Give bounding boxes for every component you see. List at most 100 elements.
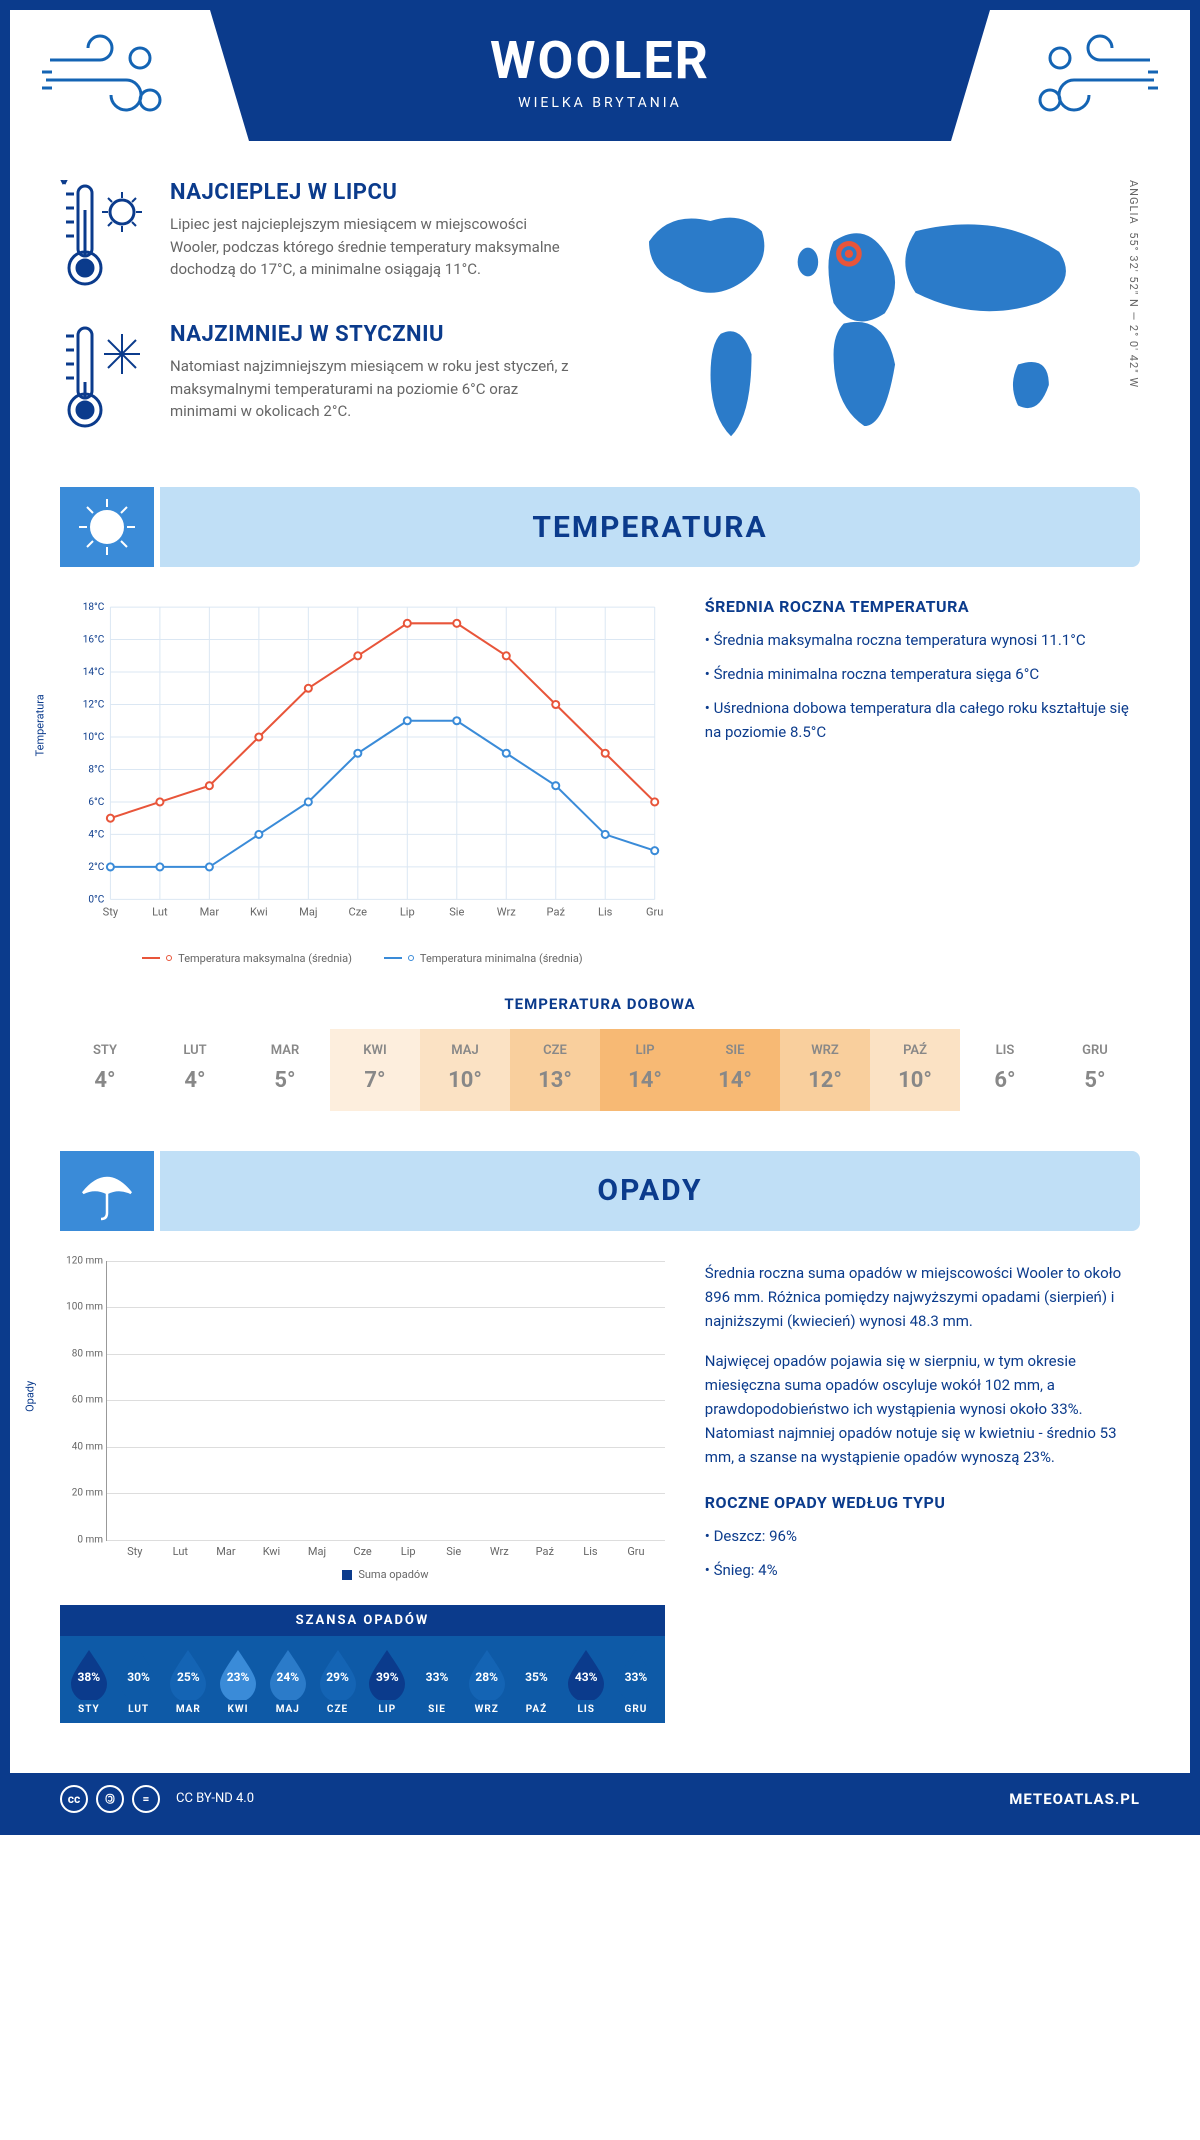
svg-text:4°C: 4°C xyxy=(88,829,104,840)
chance-cell: 38% STY xyxy=(64,1648,114,1715)
brand-label: METEOATLAS.PL xyxy=(1009,1790,1140,1808)
daily-temperature-strip: TEMPERATURA DOBOWA STY4° LUT4° MAR5° KWI… xyxy=(10,985,1190,1151)
svg-text:16°C: 16°C xyxy=(83,635,105,646)
chance-cell: 33% GRU xyxy=(611,1648,661,1715)
precip-body: Opady 120 mm100 mm80 mm60 mm40 mm20 mm0 … xyxy=(10,1231,1190,1743)
temperature-line-chart: Temperatura 0°C2°C4°C6°C8°C10°C12°C14°C1… xyxy=(60,597,665,965)
legend-item: Temperatura minimalna (średnia) xyxy=(384,952,583,965)
fact-warmest: NAJCIEPLEJ W LIPCU Lipiec jest najcieple… xyxy=(60,180,578,294)
raindrop-icon: 30% xyxy=(117,1648,161,1700)
precip-section-header: OPADY xyxy=(10,1151,1190,1231)
fact-cold-text: Natomiast najzimniejszym miesiącem w rok… xyxy=(170,355,578,423)
temperature-section-header: TEMPERATURA xyxy=(10,487,1190,567)
svg-text:Sie: Sie xyxy=(449,906,464,919)
raindrop-icon: 39% xyxy=(365,1648,409,1700)
temperature-body: Temperatura 0°C2°C4°C6°C8°C10°C12°C14°C1… xyxy=(10,567,1190,985)
daily-temp-cell: PAŹ10° xyxy=(870,1029,960,1111)
daily-temp-cell: GRU5° xyxy=(1050,1029,1140,1111)
thermometer-sun-icon xyxy=(60,180,150,294)
annual-bullet: • Średnia minimalna roczna temperatura s… xyxy=(705,662,1140,686)
daily-temp-cell: STY4° xyxy=(60,1029,150,1111)
chance-cell: 24% MAJ xyxy=(263,1648,313,1715)
svg-text:Lut: Lut xyxy=(152,906,168,919)
daily-temp-cell: WRZ12° xyxy=(780,1029,870,1111)
svg-text:14°C: 14°C xyxy=(83,667,105,678)
svg-text:0°C: 0°C xyxy=(88,894,104,905)
daily-temp-cell: MAR5° xyxy=(240,1029,330,1111)
coordinates-label: ANGLIA 55° 32' 52" N — 2° 0' 42" W xyxy=(1127,180,1140,388)
precip-bar-chart: Opady 120 mm100 mm80 mm60 mm40 mm20 mm0 … xyxy=(60,1261,665,1581)
svg-text:Gru: Gru xyxy=(646,906,663,919)
raindrop-icon: 28% xyxy=(465,1648,509,1700)
temperature-title: TEMPERATURA xyxy=(532,510,767,545)
chance-cell: 29% CZE xyxy=(313,1648,363,1715)
precip-type-item: • Śnieg: 4% xyxy=(705,1558,1140,1582)
raindrop-icon: 23% xyxy=(216,1648,260,1700)
chance-cell: 35% PAŹ xyxy=(512,1648,562,1715)
svg-text:12°C: 12°C xyxy=(83,700,105,711)
daily-temp-cell: LUT4° xyxy=(150,1029,240,1111)
location-title: WOOLER xyxy=(250,30,950,91)
infographic-frame: WOOLER WIELKA BRYTANIA xyxy=(0,0,1200,1835)
temperature-summary: ŚREDNIA ROCZNA TEMPERATURA • Średnia mak… xyxy=(705,597,1140,965)
precip-summary: Średnia roczna suma opadów w miejscowośc… xyxy=(705,1261,1140,1723)
raindrop-icon: 38% xyxy=(67,1648,111,1700)
chance-cell: 33% SIE xyxy=(412,1648,462,1715)
chance-cell: 39% LIP xyxy=(362,1648,412,1715)
location-country: WIELKA BRYTANIA xyxy=(250,95,950,111)
chance-cell: 30% LUT xyxy=(114,1648,164,1715)
precip-title: OPADY xyxy=(597,1173,702,1208)
daily-temp-cell: LIP14° xyxy=(600,1029,690,1111)
raindrop-icon: 29% xyxy=(316,1648,360,1700)
fact-warm-text: Lipiec jest najcieplejszym miesiącem w m… xyxy=(170,213,578,281)
header: WOOLER WIELKA BRYTANIA xyxy=(10,10,1190,150)
daily-temp-cell: LIS6° xyxy=(960,1029,1050,1111)
svg-text:Wrz: Wrz xyxy=(497,906,516,919)
daily-temp-cell: CZE13° xyxy=(510,1029,600,1111)
raindrop-icon: 43% xyxy=(564,1648,608,1700)
daily-temp-cell: SIE14° xyxy=(690,1029,780,1111)
raindrop-icon: 24% xyxy=(266,1648,310,1700)
chance-cell: 23% KWI xyxy=(213,1648,263,1715)
svg-text:18°C: 18°C xyxy=(83,602,105,613)
svg-text:Paź: Paź xyxy=(547,906,566,919)
svg-text:Cze: Cze xyxy=(349,906,368,919)
svg-text:10°C: 10°C xyxy=(83,732,105,743)
svg-text:8°C: 8°C xyxy=(88,765,104,776)
svg-text:6°C: 6°C xyxy=(88,797,104,808)
precip-chance-panel: SZANSA OPADÓW 38% STY 30% LUT 25% MAR 23… xyxy=(60,1605,665,1723)
svg-text:Kwi: Kwi xyxy=(250,906,268,919)
wind-icon-right xyxy=(990,10,1190,154)
raindrop-icon: 33% xyxy=(614,1648,658,1700)
precip-type-item: • Deszcz: 96% xyxy=(705,1524,1140,1548)
daily-temp-cell: MAJ10° xyxy=(420,1029,510,1111)
title-banner: WOOLER WIELKA BRYTANIA xyxy=(210,10,990,141)
intro-section: NAJCIEPLEJ W LIPCU Lipiec jest najcieple… xyxy=(10,150,1190,487)
svg-text:Lis: Lis xyxy=(598,906,613,919)
footer: cc🄯= CC BY-ND 4.0 METEOATLAS.PL xyxy=(10,1773,1190,1825)
annual-bullet: • Średnia maksymalna roczna temperatura … xyxy=(705,628,1140,652)
thermometer-snow-icon xyxy=(60,322,150,436)
umbrella-icon xyxy=(60,1151,160,1231)
svg-text:2°C: 2°C xyxy=(88,862,104,873)
chance-cell: 25% MAR xyxy=(163,1648,213,1715)
legend-item: Temperatura maksymalna (średnia) xyxy=(142,952,352,965)
fact-warm-title: NAJCIEPLEJ W LIPCU xyxy=(170,180,578,205)
svg-text:Maj: Maj xyxy=(299,906,317,919)
wind-icon-left xyxy=(10,10,210,154)
svg-text:Sty: Sty xyxy=(103,906,119,919)
license-icons: cc🄯= CC BY-ND 4.0 xyxy=(60,1785,254,1813)
svg-text:Lip: Lip xyxy=(400,906,415,919)
sun-icon xyxy=(60,487,160,567)
annual-bullet: • Uśredniona dobowa temperatura dla całe… xyxy=(705,696,1140,744)
world-map: ANGLIA 55° 32' 52" N — 2° 0' 42" W xyxy=(608,180,1140,467)
raindrop-icon: 33% xyxy=(415,1648,459,1700)
chance-cell: 28% WRZ xyxy=(462,1648,512,1715)
chance-cell: 43% LIS xyxy=(561,1648,611,1715)
fact-cold-title: NAJZIMNIEJ W STYCZNIU xyxy=(170,322,578,347)
raindrop-icon: 25% xyxy=(166,1648,210,1700)
daily-temp-cell: KWI7° xyxy=(330,1029,420,1111)
fact-coldest: NAJZIMNIEJ W STYCZNIU Natomiast najzimni… xyxy=(60,322,578,436)
raindrop-icon: 35% xyxy=(514,1648,558,1700)
svg-text:Mar: Mar xyxy=(200,906,220,919)
